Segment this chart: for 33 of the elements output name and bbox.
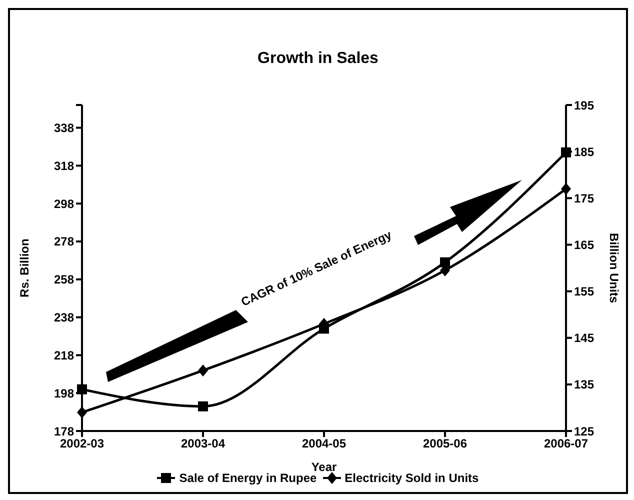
y-tick-label: 238 <box>54 310 74 325</box>
y-tick-label: 258 <box>54 272 74 287</box>
x-tick-label: 2006-07 <box>544 436 588 451</box>
x-tick-label: 2002-03 <box>60 436 104 451</box>
y-axis-title: Rs. Billion <box>17 238 32 298</box>
y2-tick-label: 125 <box>574 424 594 438</box>
y2-tick-label: 145 <box>574 331 594 346</box>
legend-label: Sale of Energy in Rupee <box>178 471 317 485</box>
x-tick-label: 2004-05 <box>302 436 346 451</box>
point <box>77 406 87 418</box>
x-tick-label: 2005-06 <box>422 436 468 451</box>
y-tick-label: 218 <box>54 348 74 362</box>
legend-label: Electricity Sold in Units <box>344 471 479 485</box>
x-tick-label: 2003-04 <box>180 436 226 451</box>
y2-tick-label: 175 <box>574 191 594 206</box>
y-tick-label: 338 <box>54 121 74 136</box>
y2-axis-title: Billion Units <box>606 233 621 304</box>
y-tick-label: 178 <box>54 424 74 438</box>
y2-tick-label: 155 <box>574 284 594 299</box>
point <box>198 401 208 412</box>
y-tick-label: 198 <box>54 386 74 400</box>
point <box>198 364 208 376</box>
point <box>561 182 571 195</box>
y2-tick-label: 165 <box>574 238 594 252</box>
y-tick-label: 278 <box>54 234 74 249</box>
y2-tick-label: 195 <box>574 98 594 112</box>
x-axis-title: Year <box>311 460 338 474</box>
y-tick-label: 298 <box>54 196 74 211</box>
chart-title: Growth in Sales <box>256 50 380 68</box>
y2-tick-label: 135 <box>574 378 594 392</box>
point <box>440 257 450 268</box>
y2-tick-label: 185 <box>574 144 594 159</box>
y-tick-label: 318 <box>54 158 74 173</box>
